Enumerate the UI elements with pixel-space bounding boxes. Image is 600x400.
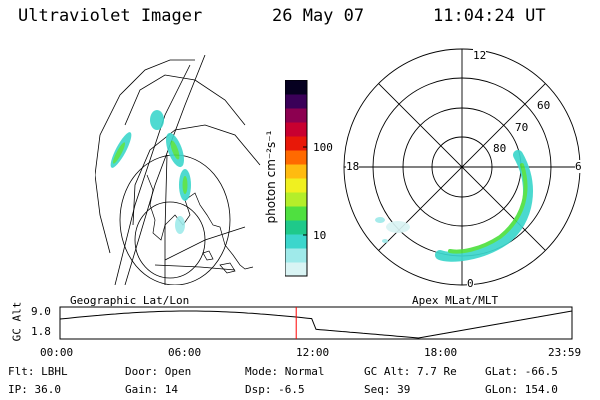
gc-alt-status: GC Alt: 7.7 Re (364, 365, 457, 378)
colorbar-stripe (285, 80, 307, 95)
aurora-blob (175, 216, 185, 234)
map-grid-line (164, 154, 168, 285)
alt-xtick: 23:59 (548, 346, 582, 359)
aurora-blob (386, 221, 410, 233)
gain-status: Gain: 14 (125, 383, 178, 396)
map-grid-line (114, 64, 191, 285)
aurora-blob (112, 142, 126, 164)
mlt-label-right: 6 (575, 160, 582, 173)
colorbar-stripe (285, 192, 307, 207)
aurora-blob (375, 217, 385, 223)
dsp-status: Dsp: -6.5 (245, 383, 305, 396)
colorbar-stripe (285, 248, 307, 263)
map-grid-line (132, 124, 261, 226)
map-grid-line (124, 74, 246, 126)
mlt-label-bottom: 0 (467, 277, 474, 290)
polar-plot-label: Apex MLat/MLT (412, 294, 499, 307)
colorbar-stripe (285, 164, 307, 179)
colorbar-stripe (285, 108, 307, 123)
altitude-panel (59, 306, 573, 340)
time-text: 11:04:24 UT (433, 6, 546, 26)
colorbar-stripe (285, 94, 307, 109)
glon-status: GLon: 154.0 (485, 383, 558, 396)
altitude-curve (59, 310, 573, 339)
geographic-map (95, 55, 261, 285)
mode-status: Mode: Normal (245, 365, 325, 378)
coastline (146, 174, 254, 274)
glat-status: GLat: -66.5 (485, 365, 558, 378)
colorbar-tick-label-10: 10 (313, 229, 327, 242)
aurora-blob (182, 176, 188, 194)
map-grid-line (95, 59, 195, 254)
map-grid-line (154, 264, 236, 271)
lat-label-80: 80 (493, 142, 507, 155)
colorbar-stripe (285, 122, 307, 137)
colorbar-stripe (285, 206, 307, 221)
door-status: Door: Open (125, 365, 192, 378)
alt-xtick: 06:00 (168, 346, 202, 359)
date-text: 26 May 07 (272, 6, 365, 26)
alt-xtick: 12:00 (296, 346, 330, 359)
colorbar-stripe (285, 234, 307, 249)
lat-label-60: 60 (537, 99, 551, 112)
polar-spoke (378, 83, 546, 251)
colorbar-stripe (285, 220, 307, 235)
aurora-blob (382, 239, 388, 243)
auroral-oval (375, 150, 533, 262)
alt-ylabel: GC Alt (10, 301, 24, 342)
mlt-label-top: 12 (473, 49, 487, 62)
alt-ytick-top: 9.0 (31, 305, 51, 318)
aurora-blob (170, 140, 180, 160)
colorbar-stripe (285, 136, 307, 151)
alt-ytick-bottom: 1.8 (31, 325, 51, 338)
alt-xtick: 18:00 (424, 346, 458, 359)
polar-plot (343, 48, 581, 286)
colorbar-unit-label: photon cm⁻²s⁻¹ (264, 130, 278, 224)
colorbar-tick-label-100: 100 (313, 141, 333, 154)
mlt-label-left: 18 (346, 160, 360, 173)
map-grid-line (164, 226, 246, 261)
alt-xtick: 00:00 (40, 346, 74, 359)
lat-label-70: 70 (515, 121, 529, 134)
filter-status: Flt: LBHL (8, 365, 68, 378)
colorbar-stripe (285, 178, 307, 193)
colorbar (285, 80, 308, 277)
seq-status: Seq: 39 (364, 383, 411, 396)
instrument-title: Ultraviolet Imager (18, 6, 203, 26)
colorbar-stripe (285, 150, 307, 165)
ip-status: IP: 36.0 (8, 383, 61, 396)
aurora-blob (150, 110, 164, 130)
colorbar-stripe (285, 262, 307, 277)
geo-map-label: Geographic Lat/Lon (70, 294, 190, 307)
